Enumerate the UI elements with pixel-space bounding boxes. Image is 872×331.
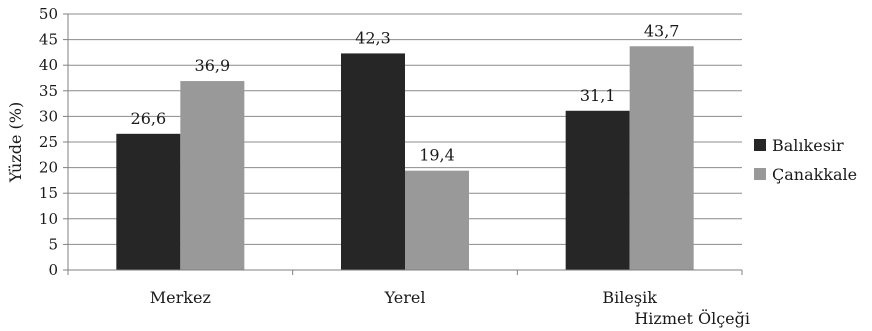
- y-tick-label: 40: [39, 56, 58, 74]
- legend-label: Çanakkale: [772, 165, 857, 184]
- y-tick-label: 30: [39, 107, 58, 125]
- y-tick-label: 5: [48, 235, 58, 253]
- data-label: 26,6: [131, 109, 167, 128]
- legend-swatch-balıkesir: [754, 139, 766, 151]
- x-category-labels: Merkez Yerel Bileşik: [150, 288, 657, 307]
- y-tick-labels: 0 5 10 15 20 25 30 35 40 45 50: [39, 5, 58, 279]
- y-tick-label: 0: [48, 261, 58, 279]
- bar-balıkesir-bileşik: [565, 110, 630, 270]
- x-category-label: Merkez: [150, 288, 211, 307]
- y-tick-label: 35: [39, 82, 58, 100]
- y-tick-label: 25: [39, 133, 58, 151]
- legend-label: Balıkesir: [772, 136, 844, 155]
- bar-çanakkale-merkez: [180, 81, 245, 271]
- data-label: 31,1: [580, 86, 616, 105]
- y-tick-label: 45: [39, 31, 58, 49]
- data-label: 19,4: [419, 146, 455, 165]
- x-category-label: Yerel: [384, 288, 426, 307]
- y-tick-label: 50: [39, 5, 58, 23]
- y-tick-label: 10: [39, 210, 58, 228]
- y-axis-title: Yüzde (%): [6, 102, 25, 183]
- data-label: 42,3: [355, 28, 391, 47]
- data-labels: 26,6 36,9 42,3 19,4 31,1 43,7: [131, 21, 680, 164]
- y-tick-label: 20: [39, 159, 58, 177]
- legend-swatch-çanakkale: [754, 168, 766, 180]
- data-label: 36,9: [195, 56, 231, 75]
- data-label: 43,7: [644, 21, 680, 40]
- bar-çanakkale-yerel: [405, 170, 469, 270]
- bar-balıkesir-yerel: [341, 53, 405, 271]
- legend: Balıkesir Çanakkale: [754, 136, 857, 184]
- x-category-label: Bileşik: [602, 288, 657, 307]
- bar-çanakkale-bileşik: [629, 46, 694, 271]
- x-axis-title: Hizmet Ölçeği: [634, 308, 750, 328]
- bar-balıkesir-merkez: [116, 133, 181, 270]
- y-tick-label: 15: [39, 184, 58, 202]
- bars: [116, 46, 694, 271]
